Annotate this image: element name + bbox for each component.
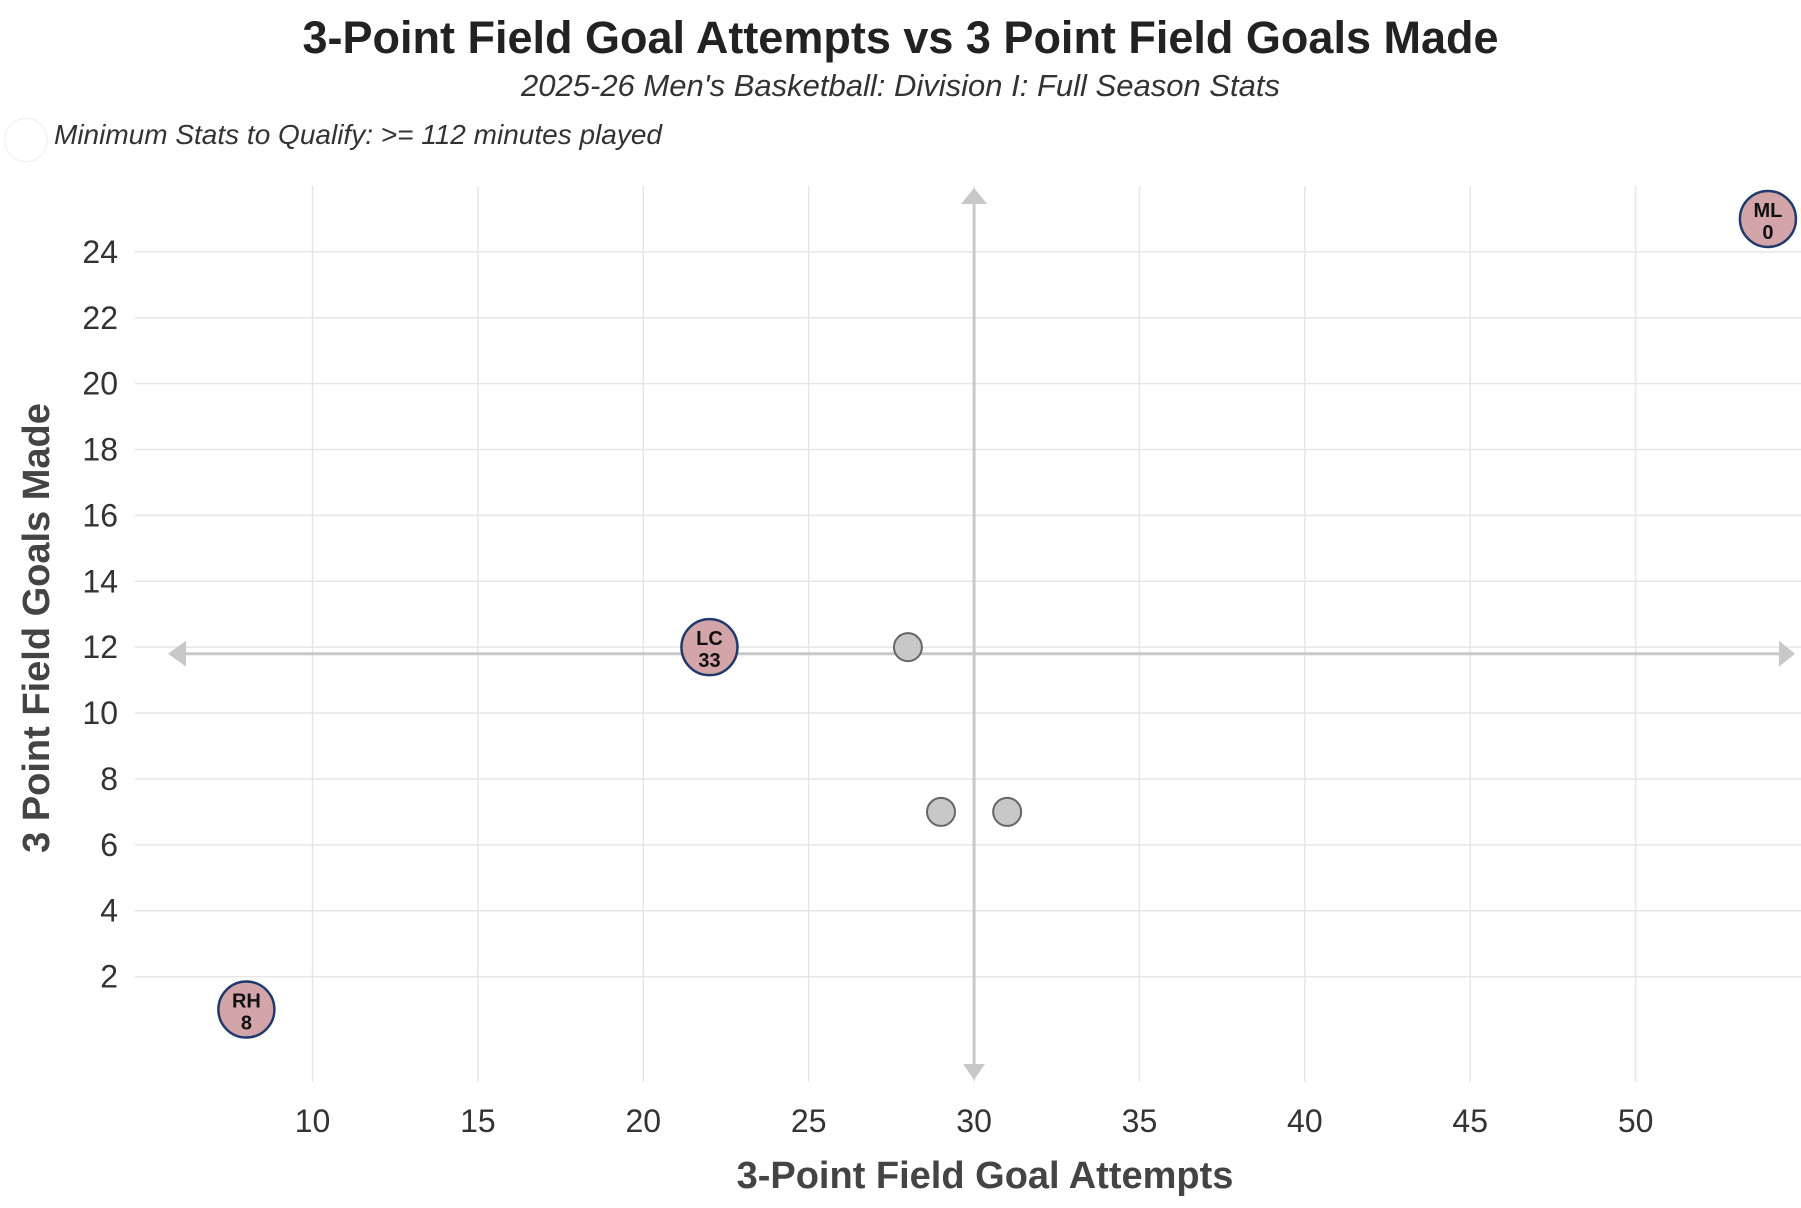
player-number: 33 bbox=[698, 650, 720, 672]
x-tick-label: 35 bbox=[1122, 1103, 1158, 1139]
player-number: 0 bbox=[1762, 222, 1773, 244]
qualify-note: Minimum Stats to Qualify: >= 112 minutes… bbox=[54, 119, 662, 150]
y-axis-label: 3 Point Field Goals Made bbox=[16, 403, 58, 853]
x-tick-label: 10 bbox=[295, 1103, 331, 1139]
x-axis-ticks: 10 15 20 25 30 35 40 45 50 bbox=[295, 1103, 1654, 1139]
player-initials: LC bbox=[696, 628, 723, 650]
x-axis-label: 3-Point Field Goal Attempts bbox=[737, 1155, 1234, 1197]
y-tick-label: 8 bbox=[100, 761, 118, 797]
chart-title: 3-Point Field Goal Attempts vs 3 Point F… bbox=[302, 12, 1499, 63]
chart-subtitle: 2025-26 Men's Basketball: Division I: Fu… bbox=[521, 68, 1280, 103]
player-point bbox=[992, 796, 1023, 827]
player-point bbox=[1738, 189, 1798, 249]
y-tick-label: 14 bbox=[82, 563, 118, 599]
player-point bbox=[680, 617, 739, 677]
arrow-down-icon bbox=[963, 1064, 986, 1080]
y-tick-label: 4 bbox=[100, 893, 118, 929]
x-tick-label: 50 bbox=[1618, 1103, 1654, 1139]
player-point bbox=[892, 632, 923, 663]
x-tick-label: 30 bbox=[956, 1103, 992, 1139]
y-tick-label: 20 bbox=[82, 366, 118, 402]
grid-layer bbox=[135, 186, 1801, 1082]
y-tick-label: 10 bbox=[82, 695, 118, 731]
y-tick-label: 2 bbox=[100, 959, 118, 995]
y-tick-label: 18 bbox=[82, 432, 118, 468]
arrow-up-icon bbox=[961, 188, 988, 204]
x-tick-label: 40 bbox=[1287, 1103, 1323, 1139]
reference-lines bbox=[168, 188, 1795, 1080]
player-number: 8 bbox=[241, 1013, 252, 1035]
y-tick-label: 22 bbox=[82, 300, 118, 336]
x-tick-label: 20 bbox=[626, 1103, 662, 1139]
y-tick-label: 12 bbox=[82, 629, 118, 665]
player-initials: ML bbox=[1753, 200, 1782, 222]
y-tick-label: 24 bbox=[82, 234, 118, 270]
x-tick-label: 45 bbox=[1452, 1103, 1488, 1139]
y-tick-label: 6 bbox=[100, 827, 118, 863]
player-point bbox=[926, 796, 956, 827]
arrow-left-icon bbox=[168, 640, 186, 667]
x-tick-label: 25 bbox=[791, 1103, 827, 1139]
player-initials: RH bbox=[232, 991, 261, 1013]
y-tick-label: 16 bbox=[82, 497, 118, 533]
note-marker-icon bbox=[4, 118, 48, 162]
arrow-right-icon bbox=[1779, 640, 1795, 667]
player-point bbox=[217, 980, 276, 1039]
x-tick-label: 15 bbox=[460, 1103, 496, 1139]
